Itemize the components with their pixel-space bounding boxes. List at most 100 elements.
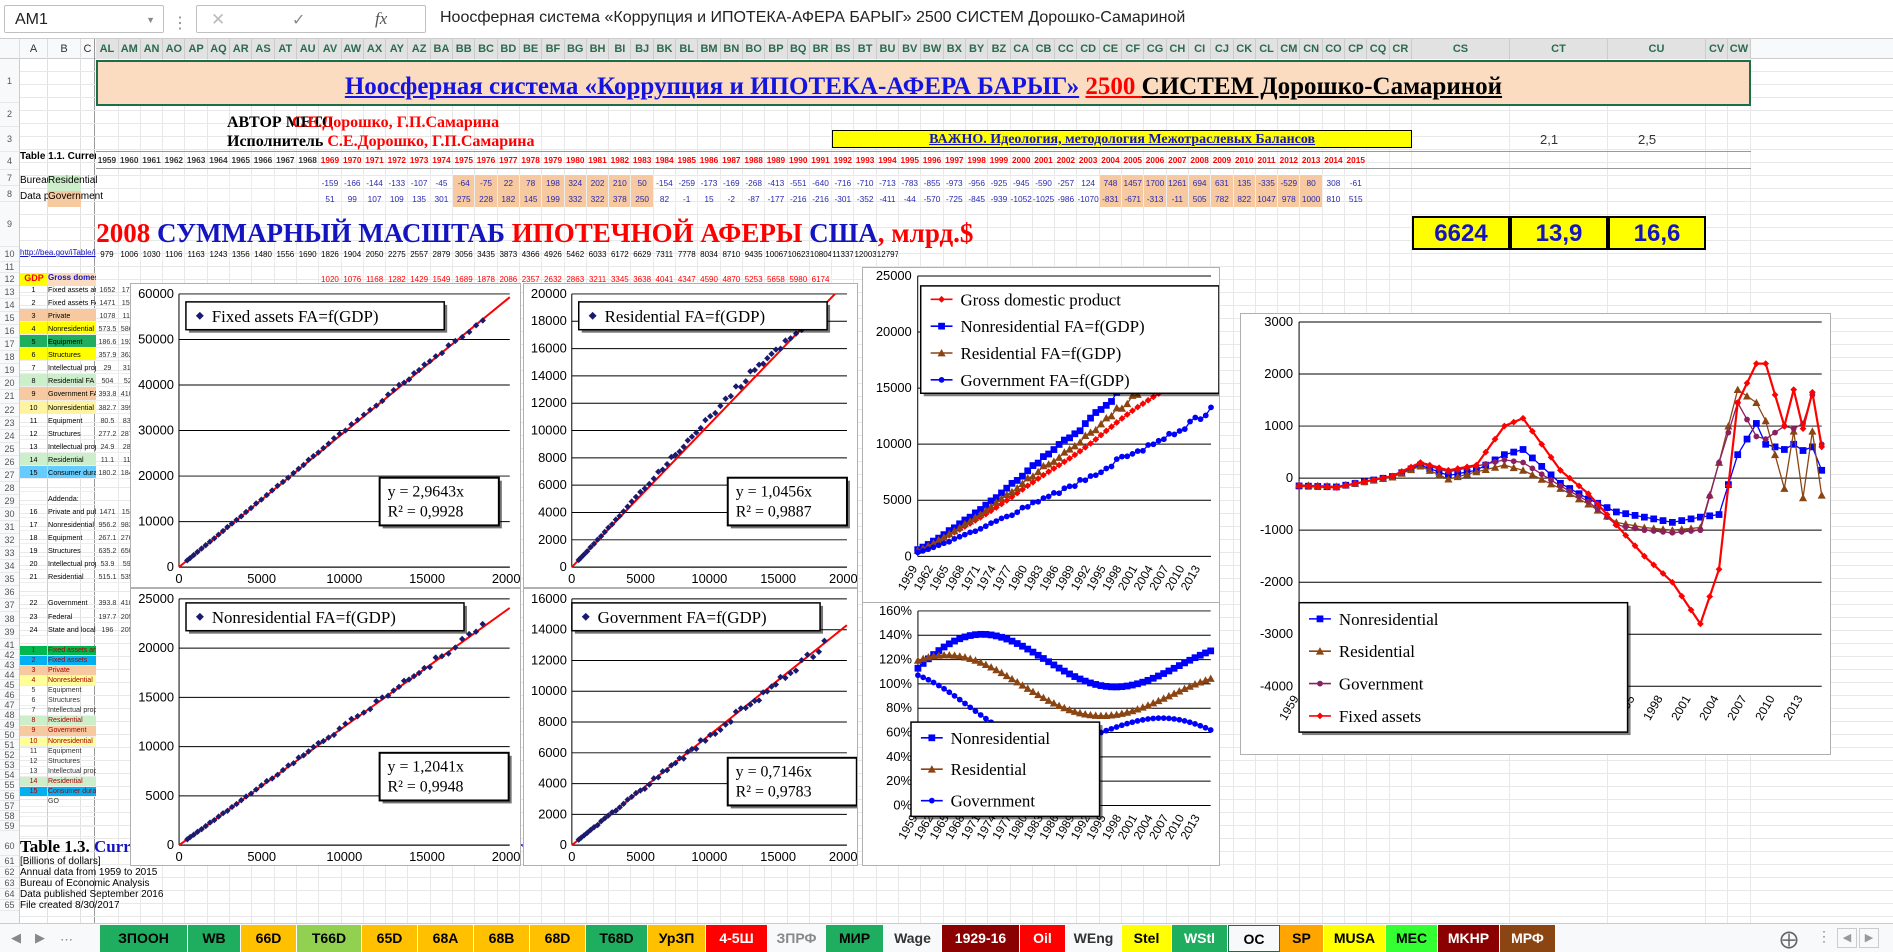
svg-text:10000: 10000	[326, 849, 362, 864]
svg-text:Residential: Residential	[1339, 642, 1415, 661]
svg-text:30000: 30000	[138, 423, 174, 438]
svg-text:y = 0,7146x: y = 0,7146x	[736, 764, 812, 781]
svg-text:12000: 12000	[531, 652, 567, 667]
svg-text:8000: 8000	[538, 450, 567, 465]
svg-text:Nonresidential: Nonresidential	[951, 729, 1051, 748]
svg-text:10000: 10000	[691, 849, 727, 864]
svg-text:25000: 25000	[876, 268, 912, 283]
svg-text:5000: 5000	[247, 849, 276, 864]
svg-text:Fixed assets: Fixed assets	[1339, 707, 1421, 726]
svg-text:20000: 20000	[876, 324, 912, 339]
svg-text:14000: 14000	[531, 622, 567, 637]
svg-text:5000: 5000	[626, 849, 655, 864]
svg-text:20000: 20000	[492, 849, 521, 864]
svg-text:8000: 8000	[538, 714, 567, 729]
svg-text:20%: 20%	[886, 773, 912, 788]
svg-text:40%: 40%	[886, 749, 912, 764]
svg-text:16000: 16000	[531, 341, 567, 356]
svg-text:6000: 6000	[538, 477, 567, 492]
svg-text:80%: 80%	[886, 700, 912, 715]
svg-text:10000: 10000	[138, 514, 174, 529]
svg-text:10000: 10000	[531, 683, 567, 698]
svg-text:0: 0	[1286, 470, 1293, 485]
svg-text:6000: 6000	[538, 745, 567, 760]
svg-text:Nonresidential FA=f(GDP): Nonresidential FA=f(GDP)	[960, 317, 1144, 336]
svg-text:2010: 2010	[1752, 692, 1778, 722]
svg-text:5000: 5000	[145, 788, 174, 803]
svg-text:-3000: -3000	[1260, 626, 1293, 641]
svg-text:0: 0	[568, 571, 575, 586]
svg-text:25000: 25000	[138, 591, 174, 606]
svg-text:15000: 15000	[760, 571, 796, 586]
svg-text:18000: 18000	[531, 313, 567, 328]
svg-text:R² = 0,9948: R² = 0,9948	[388, 779, 464, 796]
svg-text:1998: 1998	[1640, 692, 1666, 722]
svg-text:40000: 40000	[138, 377, 174, 392]
svg-text:0: 0	[167, 559, 174, 574]
svg-text:0: 0	[905, 548, 912, 563]
svg-text:Nonresidential: Nonresidential	[1339, 610, 1439, 629]
svg-text:20000: 20000	[531, 286, 567, 301]
svg-text:60%: 60%	[886, 724, 912, 739]
svg-text:2013: 2013	[1780, 692, 1806, 722]
svg-text:3000: 3000	[1264, 314, 1293, 329]
svg-text:100%: 100%	[879, 676, 912, 691]
svg-text:0: 0	[175, 571, 182, 586]
svg-text:10000: 10000	[876, 436, 912, 451]
svg-text:5000: 5000	[883, 492, 912, 507]
svg-text:1959: 1959	[1276, 692, 1302, 722]
svg-text:0: 0	[167, 837, 174, 852]
svg-text:-2000: -2000	[1260, 574, 1293, 589]
svg-text:12000: 12000	[531, 395, 567, 410]
svg-text:60000: 60000	[138, 286, 174, 301]
svg-text:20000: 20000	[829, 849, 858, 864]
svg-text:15000: 15000	[409, 571, 445, 586]
svg-text:10000: 10000	[691, 571, 727, 586]
svg-text:16000: 16000	[531, 591, 567, 606]
svg-text:140%: 140%	[879, 627, 912, 642]
svg-text:2000: 2000	[538, 532, 567, 547]
svg-text:2000: 2000	[538, 806, 567, 821]
svg-text:Fixed assets FA=f(GDP): Fixed assets FA=f(GDP)	[212, 307, 379, 326]
svg-text:0: 0	[568, 849, 575, 864]
svg-text:2007: 2007	[1724, 692, 1750, 722]
svg-text:5000: 5000	[247, 571, 276, 586]
svg-text:y = 1,2041x: y = 1,2041x	[388, 759, 464, 776]
svg-text:2004: 2004	[1696, 692, 1722, 722]
svg-text:10000: 10000	[326, 571, 362, 586]
svg-text:Residential FA=f(GDP): Residential FA=f(GDP)	[605, 307, 766, 326]
svg-text:0: 0	[175, 849, 182, 864]
svg-text:Residential FA=f(GDP): Residential FA=f(GDP)	[960, 344, 1121, 363]
svg-text:10000: 10000	[531, 423, 567, 438]
svg-text:R² = 0,9887: R² = 0,9887	[736, 503, 812, 520]
svg-text:Government: Government	[951, 792, 1036, 811]
svg-text:2000: 2000	[1264, 366, 1293, 381]
svg-text:Gross domestic product: Gross domestic product	[960, 290, 1121, 309]
svg-text:y = 2,9643x: y = 2,9643x	[388, 484, 464, 501]
svg-text:20000: 20000	[138, 640, 174, 655]
svg-text:15000: 15000	[760, 849, 796, 864]
svg-text:15000: 15000	[138, 689, 174, 704]
svg-text:120%: 120%	[879, 652, 912, 667]
svg-text:-4000: -4000	[1260, 678, 1293, 693]
svg-text:20000: 20000	[829, 571, 858, 586]
svg-text:0%: 0%	[893, 797, 912, 812]
svg-text:-1000: -1000	[1260, 522, 1293, 537]
svg-text:4000: 4000	[538, 776, 567, 791]
svg-text:Government: Government	[1339, 675, 1424, 694]
svg-text:0: 0	[560, 559, 567, 574]
svg-text:R² = 0,9928: R² = 0,9928	[388, 503, 464, 520]
svg-text:20000: 20000	[138, 468, 174, 483]
svg-text:1000: 1000	[1264, 418, 1293, 433]
svg-text:50000: 50000	[138, 331, 174, 346]
svg-text:Residential: Residential	[951, 760, 1027, 779]
svg-text:2001: 2001	[1668, 692, 1694, 722]
svg-text:15000: 15000	[876, 380, 912, 395]
svg-text:15000: 15000	[409, 849, 445, 864]
svg-text:4000: 4000	[538, 504, 567, 519]
svg-text:14000: 14000	[531, 368, 567, 383]
svg-text:y = 1,0456x: y = 1,0456x	[736, 484, 812, 501]
svg-text:0: 0	[560, 837, 567, 852]
svg-text:Nonresidential FA=f(GDP): Nonresidential FA=f(GDP)	[212, 608, 396, 627]
svg-text:5000: 5000	[626, 571, 655, 586]
